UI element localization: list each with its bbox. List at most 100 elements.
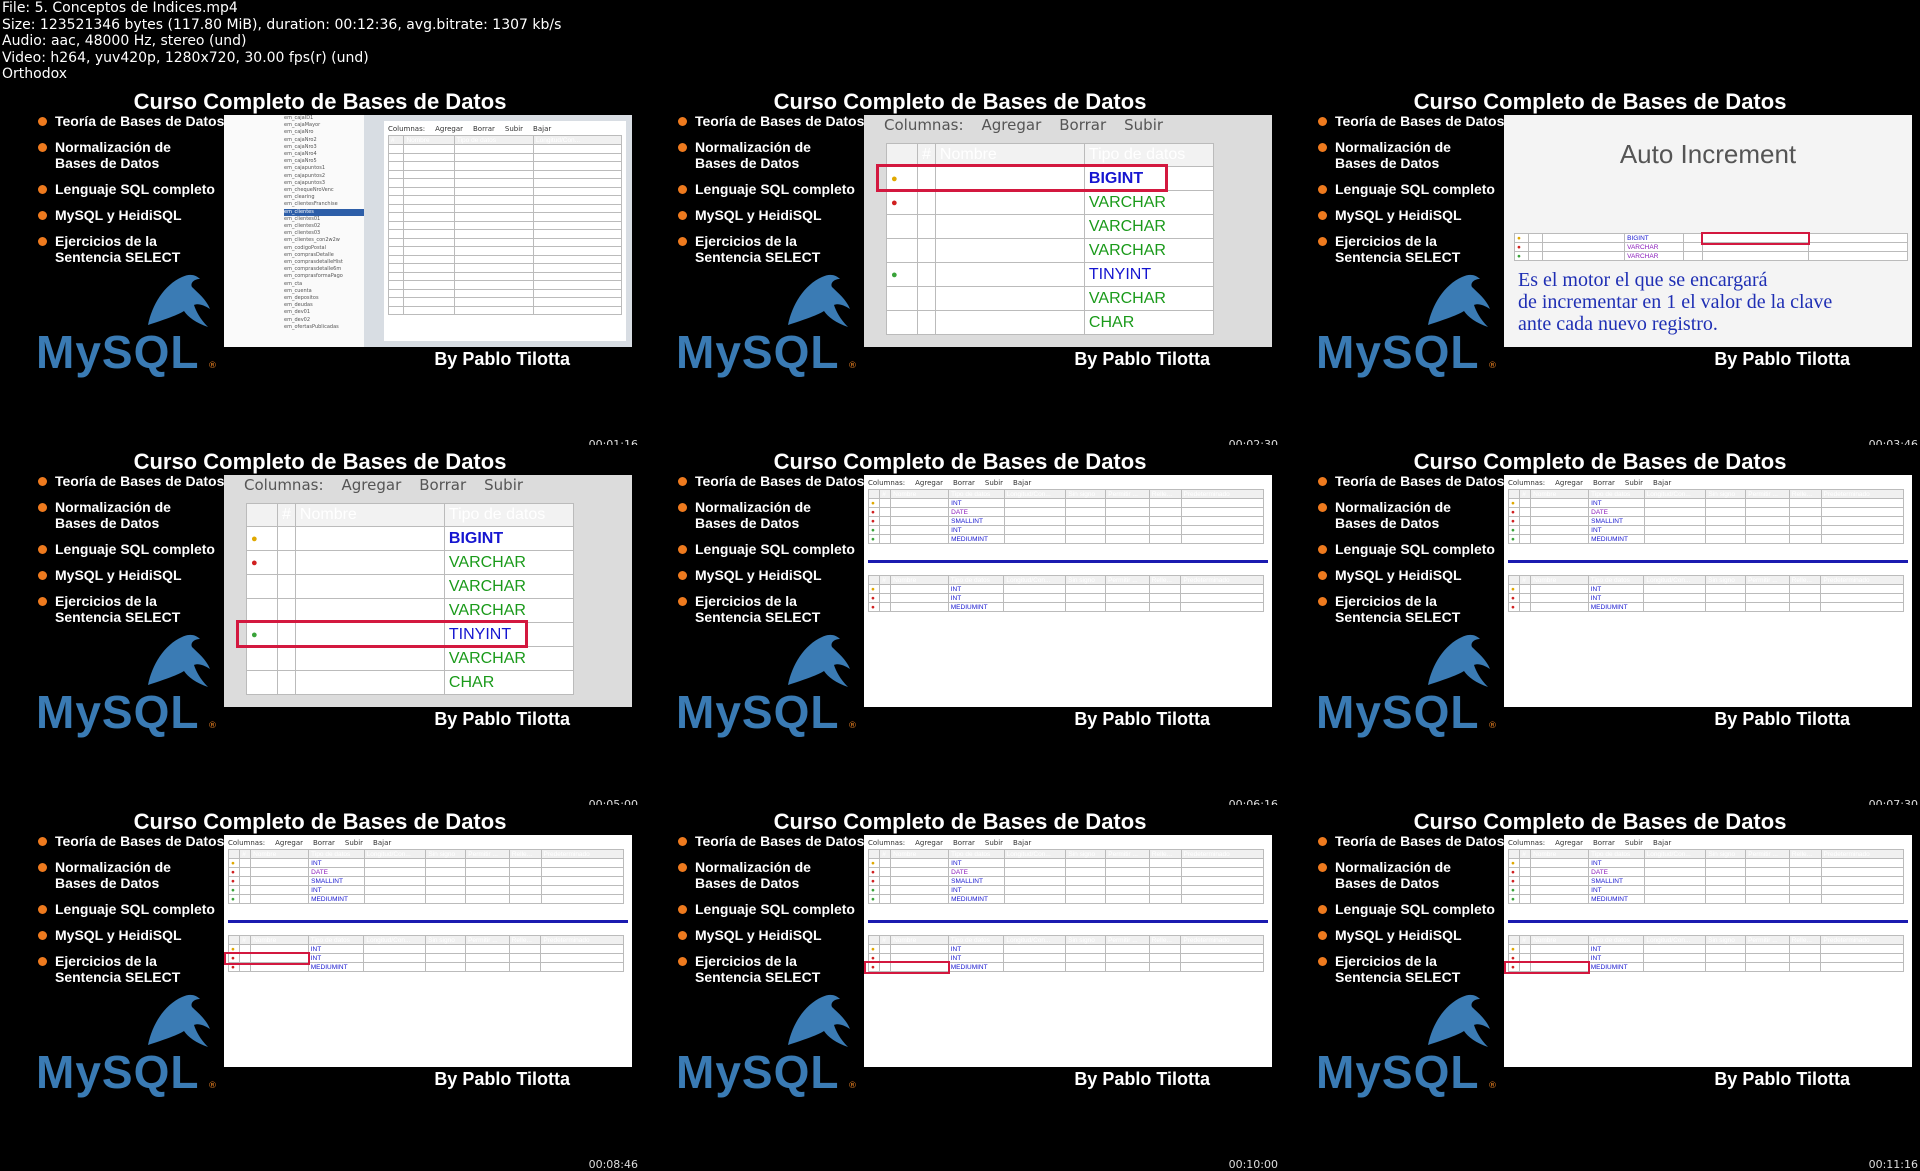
checkbox-cell[interactable]: ☐ — [1148, 885, 1182, 895]
column-header[interactable]: Nombre — [294, 503, 445, 527]
checkbox-cell[interactable]: ☐ — [465, 962, 510, 972]
table-list-item[interactable]: em_cajapuntos1 — [284, 165, 326, 172]
table-row[interactable]: ● 3 FacM_PrefIjo SMALLINT 5 ☑ ☐ ☐ 0 — [867, 516, 1265, 526]
table-list-item[interactable]: em_depositos — [284, 295, 319, 302]
column-header[interactable]: Nombre — [403, 135, 455, 145]
table-cell[interactable] — [403, 246, 455, 256]
data-type-cell[interactable]: INT — [307, 953, 365, 963]
toolbar-delete-button[interactable]: Borrar — [1059, 116, 1107, 134]
table-cell[interactable] — [403, 288, 455, 298]
data-type-cell[interactable]: INT — [948, 858, 1005, 868]
data-type-cell[interactable]: INT — [1588, 885, 1645, 895]
checkbox-cell[interactable]: ☐ — [1788, 944, 1822, 954]
table-list-item[interactable]: em_cajaID1 — [284, 115, 314, 121]
column-header[interactable]: Tipo de datos — [1587, 575, 1645, 585]
checkbox-cell[interactable]: ☐ — [1745, 602, 1790, 612]
data-type-cell[interactable]: VARCHAR — [1083, 286, 1214, 311]
checkbox-cell[interactable]: ☑ — [425, 885, 467, 895]
column-header[interactable]: Nombre — [250, 935, 309, 945]
checkbox-cell[interactable]: ☐ — [1745, 516, 1790, 526]
column-header[interactable]: Nombre — [934, 143, 1085, 167]
column-header[interactable]: # — [239, 935, 252, 945]
column-header[interactable]: Longitud/Con... — [363, 935, 427, 945]
checkbox-cell[interactable]: ☐ — [1745, 876, 1790, 886]
table-list-item[interactable]: em_ofertasPublicadas — [284, 323, 339, 330]
length-cell[interactable]: 10 — [1003, 858, 1067, 868]
table-cell[interactable] — [387, 237, 405, 247]
column-name-cell[interactable]: User_Status — [934, 310, 1085, 335]
checkbox-cell[interactable]: ☑ — [1705, 962, 1747, 972]
toolbar-button[interactable]: Bajar — [1013, 839, 1032, 847]
checkbox-cell[interactable]: ☐ — [1105, 944, 1150, 954]
column-header[interactable]: Permitir ... — [1745, 935, 1790, 945]
column-header[interactable]: Longitud/Con... — [1643, 849, 1707, 859]
data-type-cell[interactable]: VARCHAR — [443, 550, 574, 575]
checkbox-cell[interactable]: ☑ — [1065, 534, 1107, 544]
table-cell[interactable] — [533, 254, 622, 264]
default-cell[interactable]: AUTO_INCREMENT — [1820, 584, 1904, 594]
toolbar-add-button[interactable]: Agregar — [341, 476, 402, 494]
table-row[interactable]: ● 1 FacM_Id INT 10 ☑ ☐ ☐ AUTO_INCREMENT — [1507, 498, 1905, 508]
column-header[interactable]: # — [1519, 935, 1532, 945]
toolbar-button[interactable]: Bajar — [533, 125, 552, 133]
column-header[interactable]: Nombre — [890, 489, 950, 499]
column-header[interactable]: Predeterminado — [1180, 849, 1265, 859]
table-list-item[interactable]: em_clearing — [284, 194, 315, 201]
table-row[interactable]: ● 2 User_Nick VARCHAR — [886, 190, 1214, 215]
length-cell[interactable]: 10 — [1643, 858, 1707, 868]
length-cell[interactable]: 5 — [1003, 516, 1067, 526]
column-header[interactable]: Tipo de datos — [1588, 489, 1645, 499]
toolbar-button[interactable]: Bajar — [1653, 839, 1672, 847]
table-cell[interactable] — [533, 288, 622, 298]
checkbox-cell[interactable]: ☐ — [1105, 867, 1150, 877]
table-cell[interactable] — [453, 237, 535, 247]
data-type-cell[interactable]: MEDIUMINT — [1587, 962, 1645, 972]
table-row[interactable]: ● 3 FacM_PrefIjo SMALLINT 5 ☑ ☐ ☐ 0 — [227, 876, 625, 886]
checkbox-cell[interactable]: ☑ — [425, 944, 467, 954]
checkbox-cell[interactable]: ☐ — [465, 885, 510, 895]
column-header[interactable]: Sin signo — [1065, 575, 1107, 585]
column-header[interactable]: Longitud/Con... — [1003, 489, 1067, 499]
column-header[interactable]: # — [879, 935, 892, 945]
column-header[interactable]: Predeterminado — [1180, 489, 1265, 499]
table-cell[interactable] — [453, 220, 535, 230]
checkbox-cell[interactable]: ☑ — [1705, 516, 1747, 526]
checkbox-cell[interactable]: ☑ — [1705, 876, 1747, 886]
table-cell[interactable] — [403, 195, 455, 205]
data-type-cell[interactable]: CHAR — [1083, 310, 1214, 335]
column-header[interactable]: Nombre — [250, 849, 310, 859]
column-header[interactable]: Tipo de datos — [443, 503, 574, 527]
toolbar-up-button[interactable]: Subir — [484, 476, 524, 494]
table-list-item[interactable]: em_cajapuntos3 — [284, 179, 326, 186]
data-type-cell[interactable]: VARCHAR — [443, 646, 574, 671]
column-header[interactable]: Tipo de datos — [1083, 143, 1214, 167]
table-list-item[interactable]: em_comprasdetalleHist — [284, 259, 343, 266]
length-cell[interactable]: 5 — [1643, 516, 1707, 526]
data-type-cell[interactable]: MEDIUMINT — [1587, 602, 1645, 612]
checkbox-cell[interactable]: ☐ — [1745, 534, 1790, 544]
data-type-cell[interactable]: BIGINT — [1083, 166, 1214, 191]
checkbox-cell[interactable]: ☐ — [1105, 584, 1150, 594]
column-header[interactable]: Permitir ... — [465, 935, 510, 945]
data-type-cell[interactable]: INT — [947, 944, 1005, 954]
column-header[interactable]: Predeterminado — [1180, 935, 1264, 945]
data-type-cell[interactable]: SMALLINT — [308, 876, 365, 886]
table-list-item[interactable]: em_comprasDetalle — [284, 251, 334, 258]
column-header[interactable]: Permitir ... — [1745, 575, 1790, 585]
table-cell[interactable] — [387, 271, 405, 281]
table-row[interactable]: ● 2 FacM_Fecha DATE ☑ ☐ ☐ 0000-00-00 — [867, 507, 1265, 517]
table-row[interactable]: ● 3 FacD_ArtId MEDIUMINT ☑ ☐ ☐ 0 — [867, 962, 1264, 972]
checkbox-cell[interactable]: ☑ — [1065, 525, 1107, 535]
data-type-cell[interactable]: DATE — [1588, 867, 1645, 877]
table-cell[interactable] — [403, 271, 455, 281]
column-name-cell[interactable]: User_Email — [934, 286, 1085, 311]
data-type-cell[interactable]: INT — [1587, 944, 1645, 954]
data-type-cell[interactable]: INT — [948, 498, 1005, 508]
table-cell[interactable] — [403, 229, 455, 239]
checkbox-cell[interactable]: ☐ — [1148, 525, 1182, 535]
toolbar-button[interactable]: Subir — [344, 839, 364, 847]
table-row[interactable]: 3 User_Password VARCHAR — [246, 574, 574, 599]
column-name-cell[interactable]: User_Status — [294, 670, 445, 695]
column-name-cell[interactable]: FacD_Id — [1530, 944, 1589, 954]
default-cell[interactable]: 0000-00-00 — [540, 867, 625, 877]
